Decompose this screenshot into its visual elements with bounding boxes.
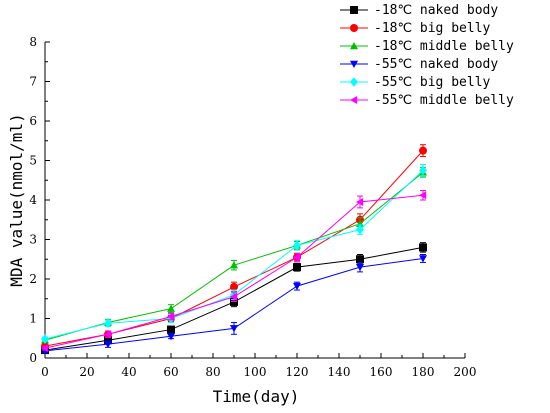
y-axis-title: MDA value(nmol/ml) <box>7 113 26 286</box>
data-point <box>230 261 238 269</box>
y-tick-label: 4 <box>29 193 37 207</box>
legend-marker <box>350 96 358 104</box>
series-line <box>44 171 424 341</box>
x-tick-label: 80 <box>205 365 220 379</box>
data-point <box>419 146 427 155</box>
series-line <box>44 150 424 347</box>
x-tick-label: 120 <box>286 365 309 379</box>
data-point <box>104 330 112 339</box>
y-tick-label: 0 <box>29 351 37 365</box>
legend-marker <box>350 6 358 14</box>
data-point <box>104 336 112 345</box>
x-tick-label: 160 <box>370 365 393 379</box>
x-tick-label: 0 <box>41 365 49 379</box>
x-tick-label: 140 <box>328 365 351 379</box>
data-point <box>104 318 112 329</box>
data-point <box>356 197 364 206</box>
data-point <box>356 263 364 272</box>
legend-label: -55℃ naked body <box>374 57 498 72</box>
x-tick-label: 40 <box>121 365 136 379</box>
y-tick-label: 1 <box>29 312 37 326</box>
data-point <box>167 333 175 341</box>
data-point <box>167 304 175 312</box>
data-point <box>41 334 49 344</box>
y-tick-label: 8 <box>29 35 37 49</box>
series <box>41 167 427 344</box>
data-point <box>104 340 112 349</box>
series <box>41 144 427 351</box>
data-point <box>356 224 364 235</box>
data-point <box>167 325 175 334</box>
y-tick-label: 2 <box>29 272 37 286</box>
data-point <box>419 165 427 176</box>
legend-marker <box>350 77 358 87</box>
data-point <box>293 253 301 262</box>
x-tick-label: 60 <box>163 365 178 379</box>
plot-area <box>41 144 427 355</box>
ticks: 0 20 40 60 80 100 120 140 160 180 200 0 1 2 3 4 5 6 7 8 <box>29 35 476 379</box>
series <box>41 163 427 344</box>
legend: -18℃ naked body -18℃ big belly -18℃ middle… <box>340 3 514 108</box>
series-line <box>44 170 424 340</box>
data-point <box>356 255 364 264</box>
x-tick-label: 100 <box>244 365 267 379</box>
data-point <box>41 344 49 353</box>
x-tick-label: 180 <box>412 365 435 379</box>
legend-label: -55℃ big belly <box>374 75 491 90</box>
legend-label: -55℃ middle belly <box>374 93 514 108</box>
legend-label: -18℃ big belly <box>374 21 491 36</box>
data-point <box>230 325 238 333</box>
y-tick-label: 5 <box>29 154 37 168</box>
data-point <box>293 263 301 272</box>
data-point <box>230 282 238 291</box>
x-axis-title: Time(day) <box>213 387 300 406</box>
data-point <box>419 243 427 252</box>
legend-marker <box>350 42 358 50</box>
y-tick-label: 6 <box>29 114 37 128</box>
legend-marker <box>350 60 358 68</box>
x-tick-label: 200 <box>454 365 477 379</box>
legend-label: -18℃ middle belly <box>374 39 514 54</box>
legend-marker <box>350 24 358 32</box>
data-point <box>419 191 427 200</box>
legend-label: -18℃ naked body <box>374 3 498 18</box>
data-point <box>419 255 427 263</box>
data-point <box>293 240 301 251</box>
series <box>41 190 427 353</box>
y-tick-label: 3 <box>29 233 37 247</box>
x-tick-label: 20 <box>79 365 94 379</box>
y-tick-label: 7 <box>29 75 37 89</box>
data-point <box>230 292 238 301</box>
data-point <box>167 312 175 321</box>
data-point <box>293 282 301 291</box>
